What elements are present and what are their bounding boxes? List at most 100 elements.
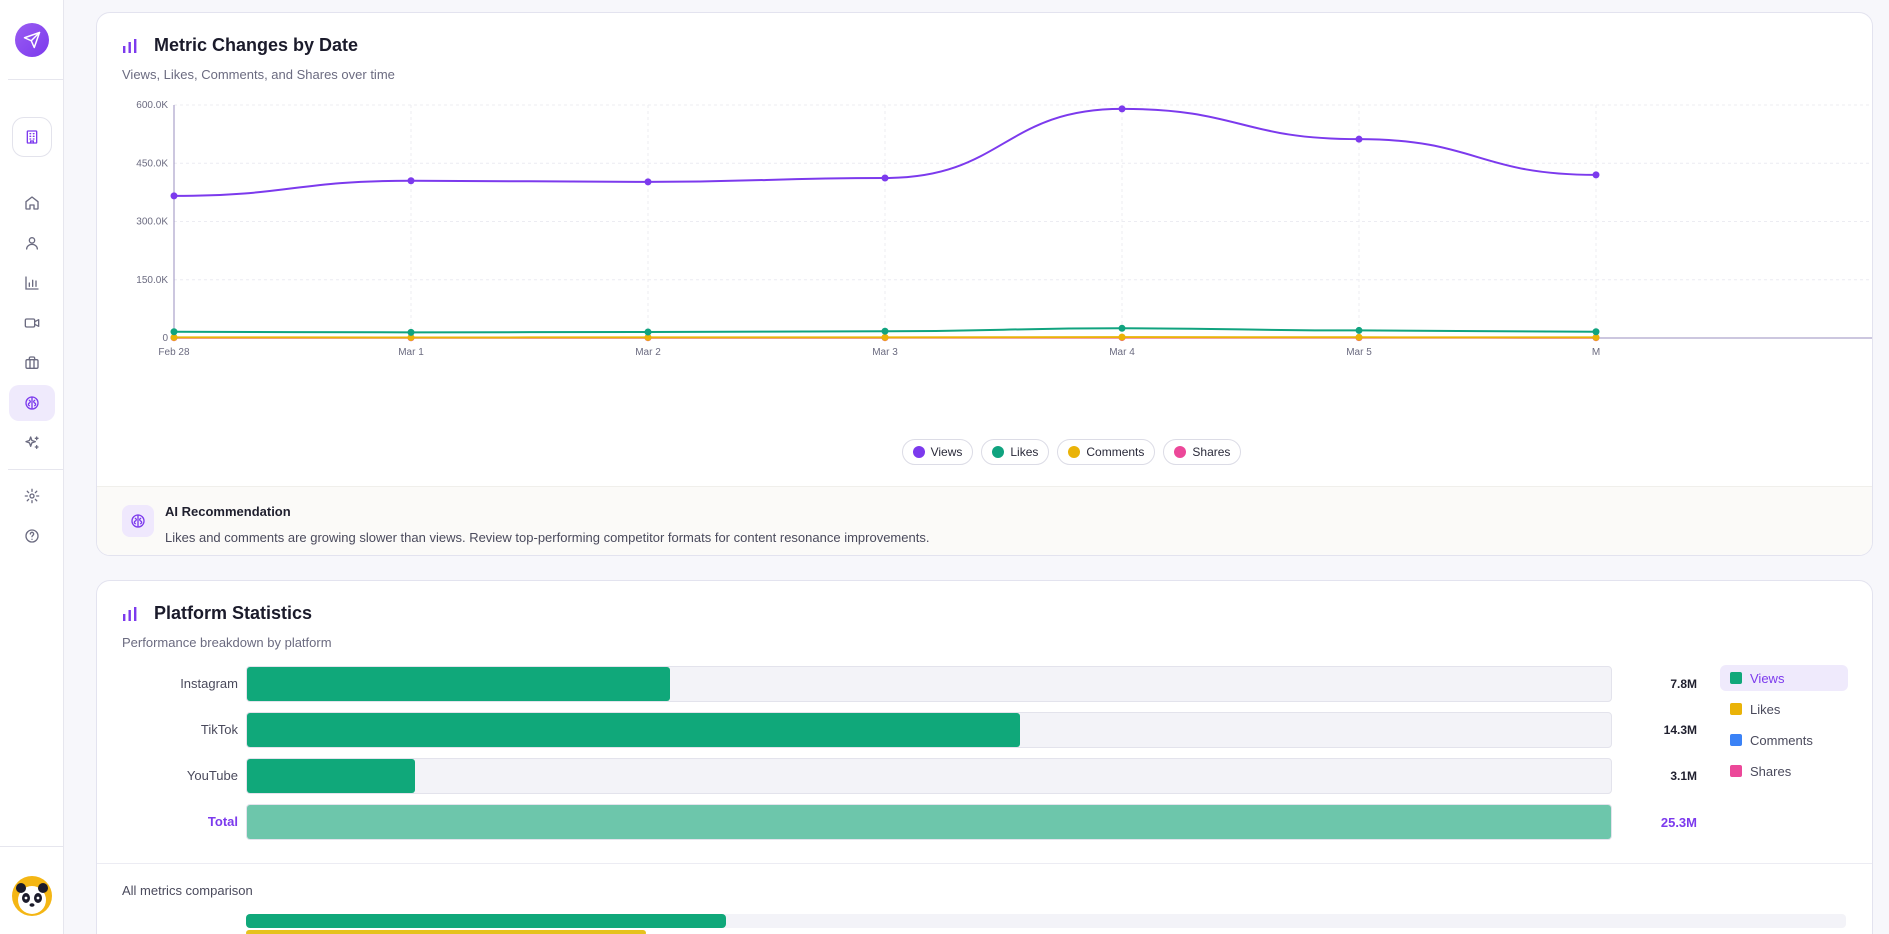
sidebar-divider (0, 846, 64, 847)
x-tick-label: Mar 4 (1109, 347, 1135, 358)
metric-option-views[interactable]: Views (1720, 665, 1848, 691)
sidebar-item-videos[interactable] (18, 309, 46, 337)
platform-bar-fill (247, 667, 670, 701)
comparison-bar-track (246, 914, 1846, 928)
briefcase-icon (25, 356, 39, 369)
platform-bar-track (246, 758, 1612, 794)
data-point-comments (644, 333, 652, 341)
series-line-views (173, 107, 1597, 197)
metric-option-shares[interactable]: Shares (1720, 758, 1848, 784)
line-chart[interactable]: 0 150.0K 300.0K 450.0K 600.0K Feb 28 Mar 1 Mar … (97, 13, 1873, 433)
home-icon (25, 196, 39, 210)
data-point-likes (1118, 324, 1126, 332)
platform-row-instagram[interactable]: Instagram 7.8M (97, 666, 1872, 702)
ai-recommendation-title: AI Recommendation (165, 504, 291, 519)
sidebar-item-analytics[interactable] (18, 269, 46, 297)
workspace-button[interactable] (12, 117, 52, 157)
sidebar-item-settings[interactable] (18, 482, 46, 510)
sidebar-item-home[interactable] (18, 189, 46, 217)
platform-value: 3.1M (1670, 769, 1697, 783)
data-point-views (1355, 135, 1363, 143)
platform-bar-track (246, 666, 1612, 702)
legend-item-comments[interactable]: Comments (1057, 439, 1156, 465)
logo[interactable] (15, 23, 49, 57)
platform-bar-fill (247, 805, 1611, 839)
bar-chart-icon (25, 276, 39, 290)
platform-row-tiktok[interactable]: TikTok 14.3M (97, 712, 1872, 748)
avatar[interactable] (12, 876, 52, 916)
platform-value: 14.3M (1663, 723, 1697, 737)
sparkles-icon (25, 436, 39, 449)
platform-label: Instagram (180, 676, 238, 691)
data-point-likes (1592, 328, 1600, 336)
data-point-likes (407, 328, 415, 336)
x-tick-label: Mar 3 (872, 347, 898, 358)
card-title: Platform Statistics (154, 603, 313, 623)
legend-label: Comments (1750, 732, 1813, 748)
platform-bar-fill (247, 713, 1021, 747)
sidebar-item-campaigns[interactable] (18, 349, 46, 377)
comparison-bar-likes (246, 930, 646, 934)
data-point-likes (1355, 326, 1363, 334)
platform-row-youtube[interactable]: YouTube 3.1M (97, 758, 1872, 794)
platform-label: Total (207, 814, 238, 829)
legend-item-views[interactable]: Views (901, 439, 974, 465)
x-tick-label: Mar 2 (635, 347, 661, 358)
chart-legend: Views Likes Comments Shares (97, 439, 1872, 465)
data-point-comments (1118, 333, 1126, 341)
y-tick-label: 450.0K (136, 158, 168, 169)
legend-item-shares[interactable]: Shares (1163, 439, 1242, 465)
video-icon (24, 318, 40, 328)
legend-label: Likes (1010, 445, 1039, 459)
sidebar (0, 0, 64, 934)
paper-plane-icon (23, 31, 41, 49)
data-point-comments (1355, 333, 1363, 341)
card-subtitle: Performance breakdown by platform (122, 635, 332, 650)
metric-option-likes[interactable]: Likes (1720, 696, 1848, 722)
sidebar-item-help[interactable] (18, 522, 46, 550)
platform-value: 25.3M (1660, 815, 1697, 830)
legend-swatch (1068, 446, 1081, 458)
card-title: Metric Changes by Date (154, 35, 359, 55)
data-point-comments (170, 333, 178, 341)
legend-label: Likes (1750, 701, 1781, 717)
legend-label: Views (930, 445, 963, 459)
sidebar-divider (8, 469, 63, 470)
x-tick-label: M (1592, 347, 1600, 358)
platform-label: TikTok (200, 722, 238, 737)
sidebar-item-magic[interactable] (18, 429, 46, 457)
metric-changes-card: Metric Changes by Date Views, Likes, Com… (96, 12, 1873, 556)
data-point-views (1592, 171, 1600, 179)
platform-row-total[interactable]: Total 25.3M (97, 804, 1872, 840)
card-subtitle: Views, Likes, Comments, and Shares over … (122, 67, 395, 82)
ai-recommendation-icon (122, 505, 154, 537)
y-tick-label: 150.0K (136, 275, 168, 286)
metric-option-comments[interactable]: Comments (1720, 727, 1848, 753)
legend-swatch (1730, 765, 1742, 777)
legend-item-likes[interactable]: Likes (981, 439, 1050, 465)
legend-swatch (1730, 703, 1742, 715)
sidebar-item-ai-insights[interactable] (9, 385, 55, 421)
brain-icon (25, 396, 39, 410)
bar-chart-icon (123, 39, 137, 53)
data-point-views (644, 178, 652, 186)
platform-value: 7.8M (1670, 677, 1697, 691)
gear-icon (24, 488, 40, 504)
data-point-comments (407, 333, 415, 341)
data-point-comments (881, 333, 889, 341)
legend-swatch (1730, 672, 1742, 684)
platform-bar-track (246, 712, 1612, 748)
y-tick-label: 600.0K (136, 100, 168, 111)
y-tick-label: 0 (162, 333, 168, 344)
x-tick-label: Feb 28 (158, 347, 190, 358)
sidebar-item-profile[interactable] (18, 229, 46, 257)
platform-statistics-card: Platform Statistics Performance breakdow… (96, 580, 1873, 934)
metric-selector: Views Likes Comments Shares (1720, 665, 1848, 789)
data-point-comments (1592, 333, 1600, 341)
x-tick-label: Mar 5 (1346, 347, 1372, 358)
legend-label: Views (1750, 670, 1785, 686)
legend-swatch (1174, 446, 1187, 458)
brain-icon (131, 514, 145, 528)
data-point-views (407, 177, 415, 185)
